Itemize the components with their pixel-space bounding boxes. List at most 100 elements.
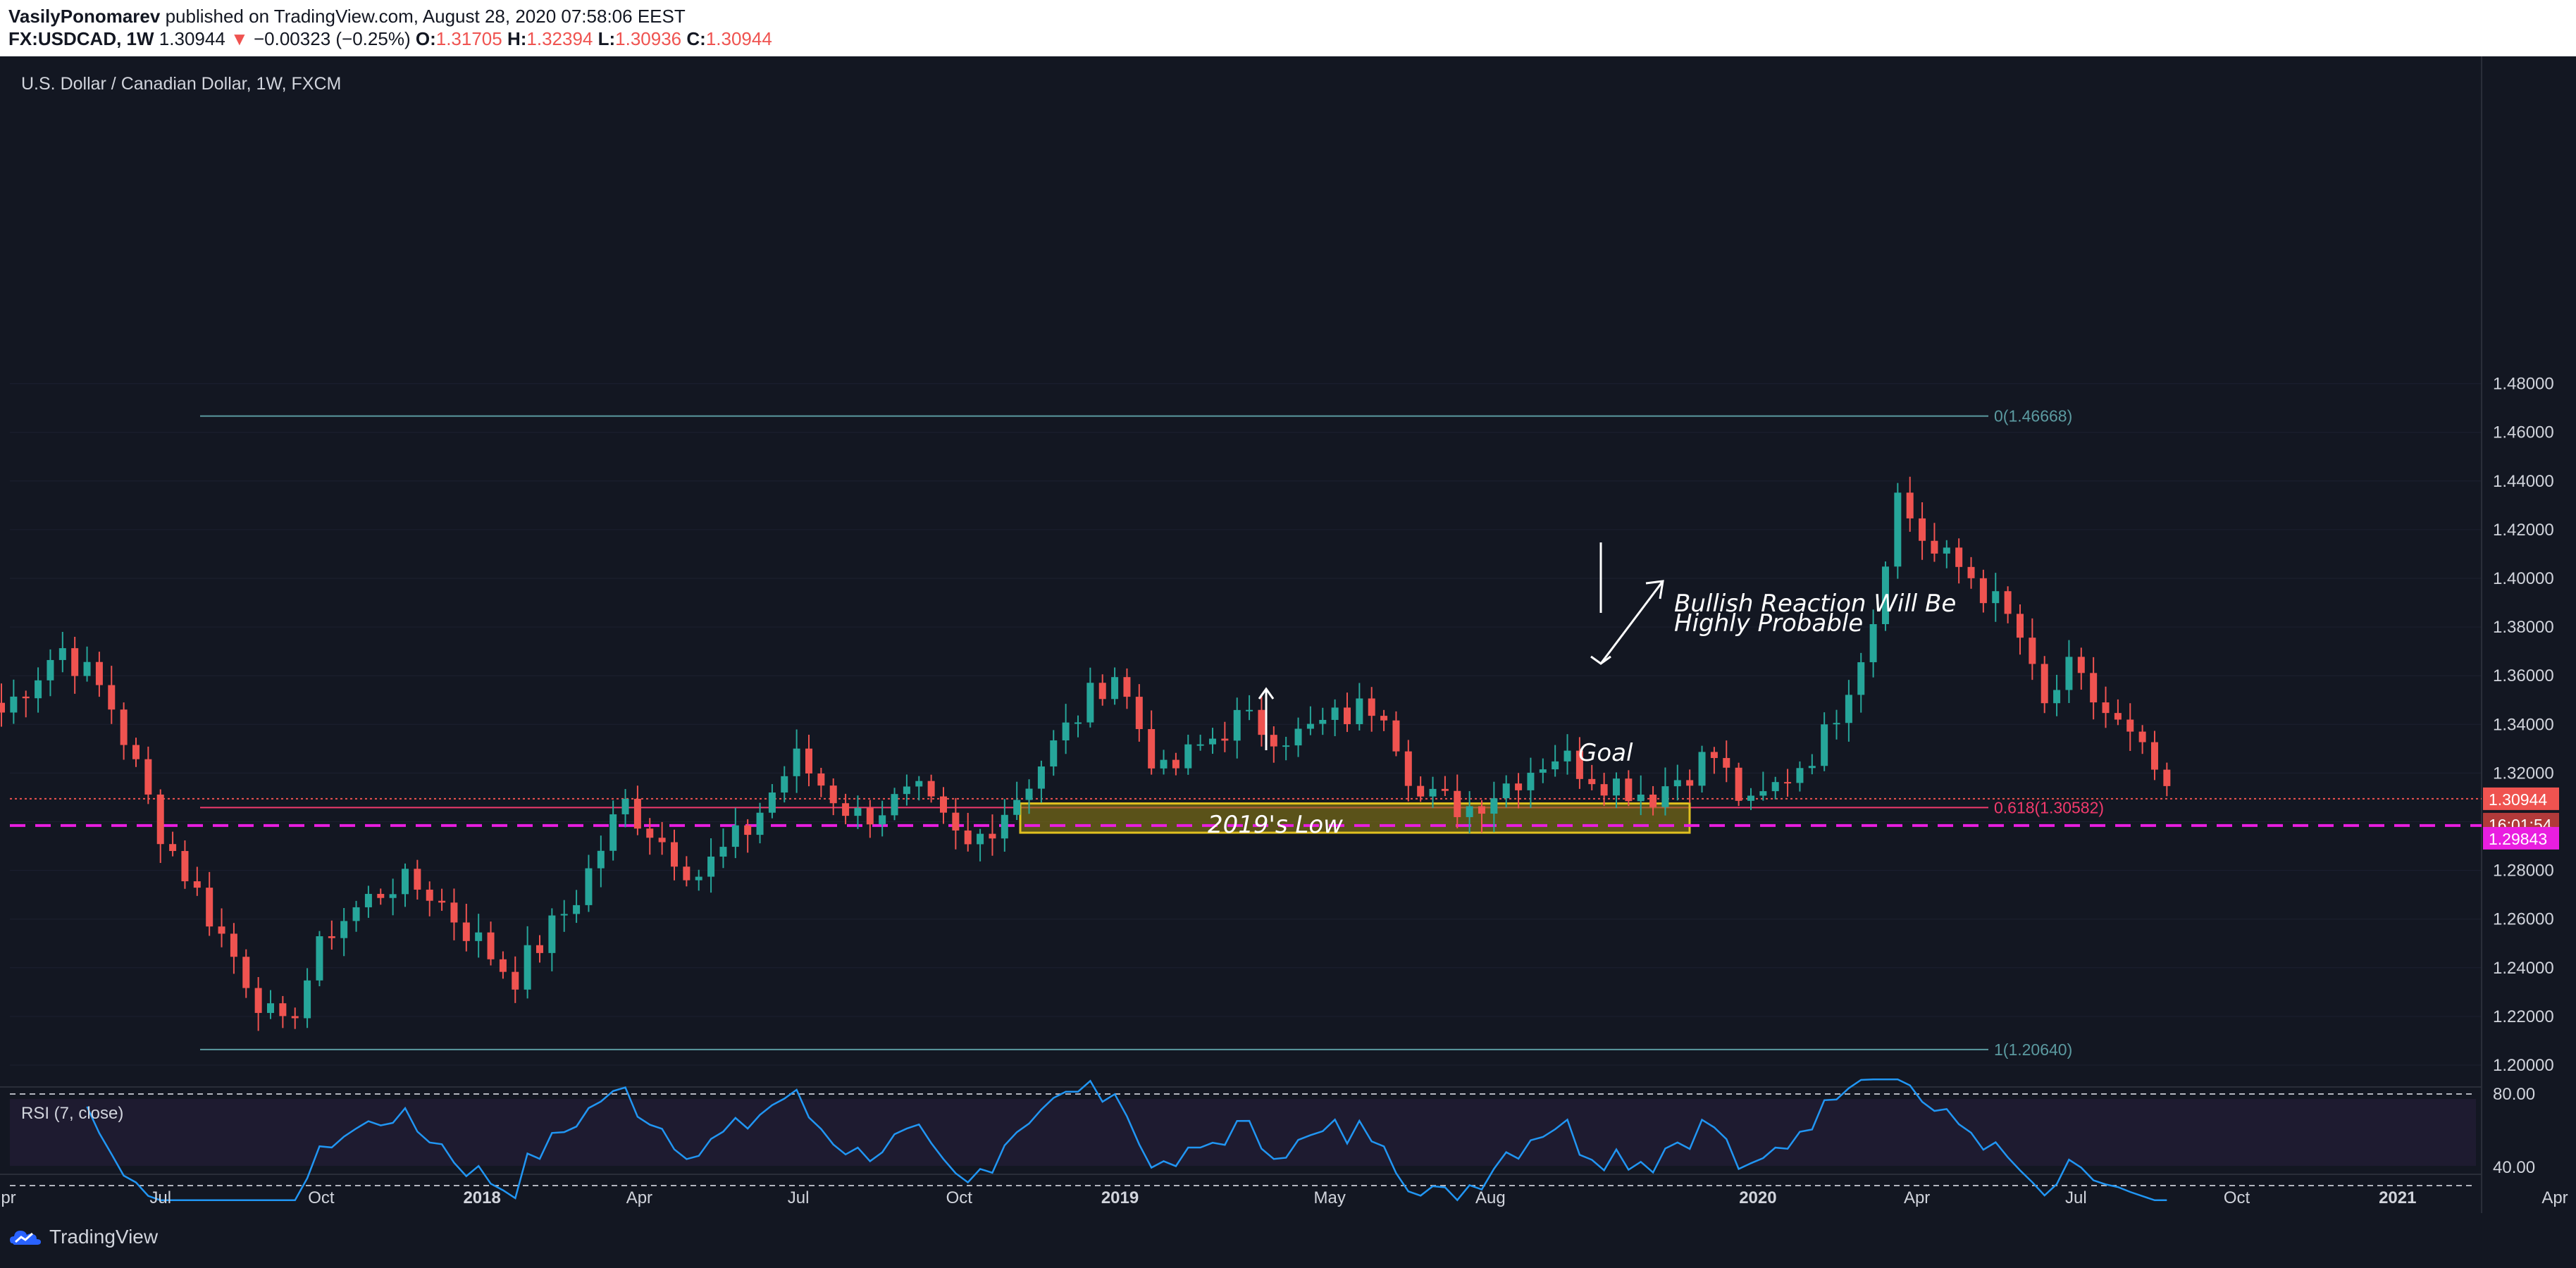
candle-body xyxy=(609,814,617,851)
candle-body xyxy=(218,926,225,934)
candle-body xyxy=(1673,780,1681,787)
candle-body xyxy=(744,825,752,835)
candle-body xyxy=(1710,752,1718,759)
candle-body xyxy=(71,648,79,676)
time-tick-label: Oct xyxy=(308,1188,335,1207)
candle-body xyxy=(1148,728,1156,769)
open-label: O: xyxy=(415,28,436,49)
candle-body xyxy=(1906,492,1914,518)
candle-body xyxy=(2029,638,2036,664)
candle-body xyxy=(1356,698,1363,724)
candle-body xyxy=(1881,566,1889,625)
candle-body xyxy=(1588,778,1596,785)
candle-body xyxy=(316,936,323,981)
candle-body xyxy=(891,794,898,816)
candle-body xyxy=(1184,744,1192,769)
candle-body xyxy=(1246,709,1253,711)
goal-label: Goal xyxy=(1578,739,1633,767)
chart-canvas[interactable]: 0(1.46668) 0.618(1.30582) 1(1.20640) Bulli… xyxy=(0,56,2576,1213)
candle-body xyxy=(1294,728,1302,746)
price-tag xyxy=(2483,787,2559,810)
candle-body xyxy=(1025,788,1033,800)
candle-body xyxy=(1600,784,1608,796)
candle-body xyxy=(719,847,727,857)
support-zone[interactable] xyxy=(1019,802,1691,834)
candle-body xyxy=(1086,683,1094,723)
candle-body xyxy=(1392,720,1400,752)
candle-body xyxy=(438,900,446,903)
candle-body xyxy=(132,745,140,759)
candle-body xyxy=(927,781,935,797)
price-axis[interactable]: 1.48000 1.46000 1.44000 1.42000 1.40000 1.380… xyxy=(2493,375,2554,1075)
candle-body xyxy=(1955,547,1963,567)
low-arrowhead xyxy=(1258,687,1275,700)
time-tick-label: Apr xyxy=(1904,1188,1930,1207)
candle-body xyxy=(1050,740,1058,767)
candle-body xyxy=(475,932,483,941)
candle-body xyxy=(1771,782,1779,792)
candle-body xyxy=(939,796,947,813)
candle-body xyxy=(1062,722,1070,741)
rsi-tick-40: 40.00 xyxy=(2493,1158,2535,1177)
price-change: −0.00323 (−0.25%) xyxy=(253,28,411,49)
time-tick-label: Oct xyxy=(2224,1188,2250,1207)
candle-body xyxy=(1515,783,1523,790)
candle-body xyxy=(1319,719,1327,724)
close-label: C: xyxy=(686,28,706,49)
candle-body xyxy=(781,776,788,792)
candle-body xyxy=(426,889,433,901)
time-tick-label: Jul xyxy=(149,1188,171,1207)
candle-body xyxy=(1796,768,1804,783)
candle-body xyxy=(2090,673,2098,703)
fib-level-label: 1(1.20640) xyxy=(1994,1040,2072,1059)
candle-body xyxy=(389,894,397,898)
candle-body xyxy=(2041,664,2048,704)
price-tag-text: 1.29843 xyxy=(2489,830,2547,848)
published-text: published on TradingView.com, August 28,… xyxy=(165,6,686,27)
candle-body xyxy=(768,792,776,813)
chart-background xyxy=(0,56,2576,1213)
candle-body xyxy=(621,798,629,814)
candle-body xyxy=(2004,591,2012,614)
candle-body xyxy=(377,893,385,898)
candle-body xyxy=(2053,690,2061,704)
bullish-label-line2: Highly Probable xyxy=(1674,609,1863,638)
open-value: 1.31705 xyxy=(435,28,502,49)
candle-body xyxy=(1625,778,1633,802)
time-tick-label: Oct xyxy=(946,1188,973,1207)
candle-body xyxy=(450,902,458,923)
candle-body xyxy=(1698,752,1706,786)
price-tick-label: 1.40000 xyxy=(2493,569,2554,588)
candle-body xyxy=(1306,723,1314,729)
candle-body xyxy=(1979,578,1987,604)
candle-body xyxy=(2065,657,2073,690)
rsi-tick-80: 80.00 xyxy=(2493,1085,2535,1104)
time-axis[interactable]: pr Jul Oct 2018 Apr Jul Oct 2019 May Aug 2020 Apr Ju… xyxy=(1,1188,2576,1207)
candle-body xyxy=(952,812,960,831)
price-tick-label: 1.32000 xyxy=(2493,764,2554,783)
candle-body xyxy=(842,803,850,816)
candle-body xyxy=(585,868,593,905)
candle-body xyxy=(1894,492,1902,567)
time-tick-label: Jul xyxy=(788,1188,810,1207)
candle-body xyxy=(1502,783,1510,799)
high-label: H: xyxy=(507,28,527,49)
candle-body xyxy=(340,921,348,938)
candle-body xyxy=(658,838,666,843)
candle-body xyxy=(512,971,519,990)
candle-body xyxy=(670,842,678,867)
candle-body xyxy=(1833,723,1840,725)
candle-body xyxy=(1343,707,1351,724)
candle-body xyxy=(2016,614,2024,638)
high-value: 1.32394 xyxy=(526,28,593,49)
author-name[interactable]: VasilyPonomarev xyxy=(8,6,161,27)
price-tick-label: 1.20000 xyxy=(2493,1056,2554,1075)
candle-body xyxy=(989,833,996,839)
candle-body xyxy=(695,876,702,881)
candle-body xyxy=(1331,707,1339,720)
candle-body xyxy=(328,936,335,938)
candle-body xyxy=(156,794,164,845)
candle-body xyxy=(1784,782,1792,784)
time-tick-label: 2018 xyxy=(463,1188,500,1207)
tradingview-logo[interactable]: TradingView xyxy=(8,1226,158,1248)
